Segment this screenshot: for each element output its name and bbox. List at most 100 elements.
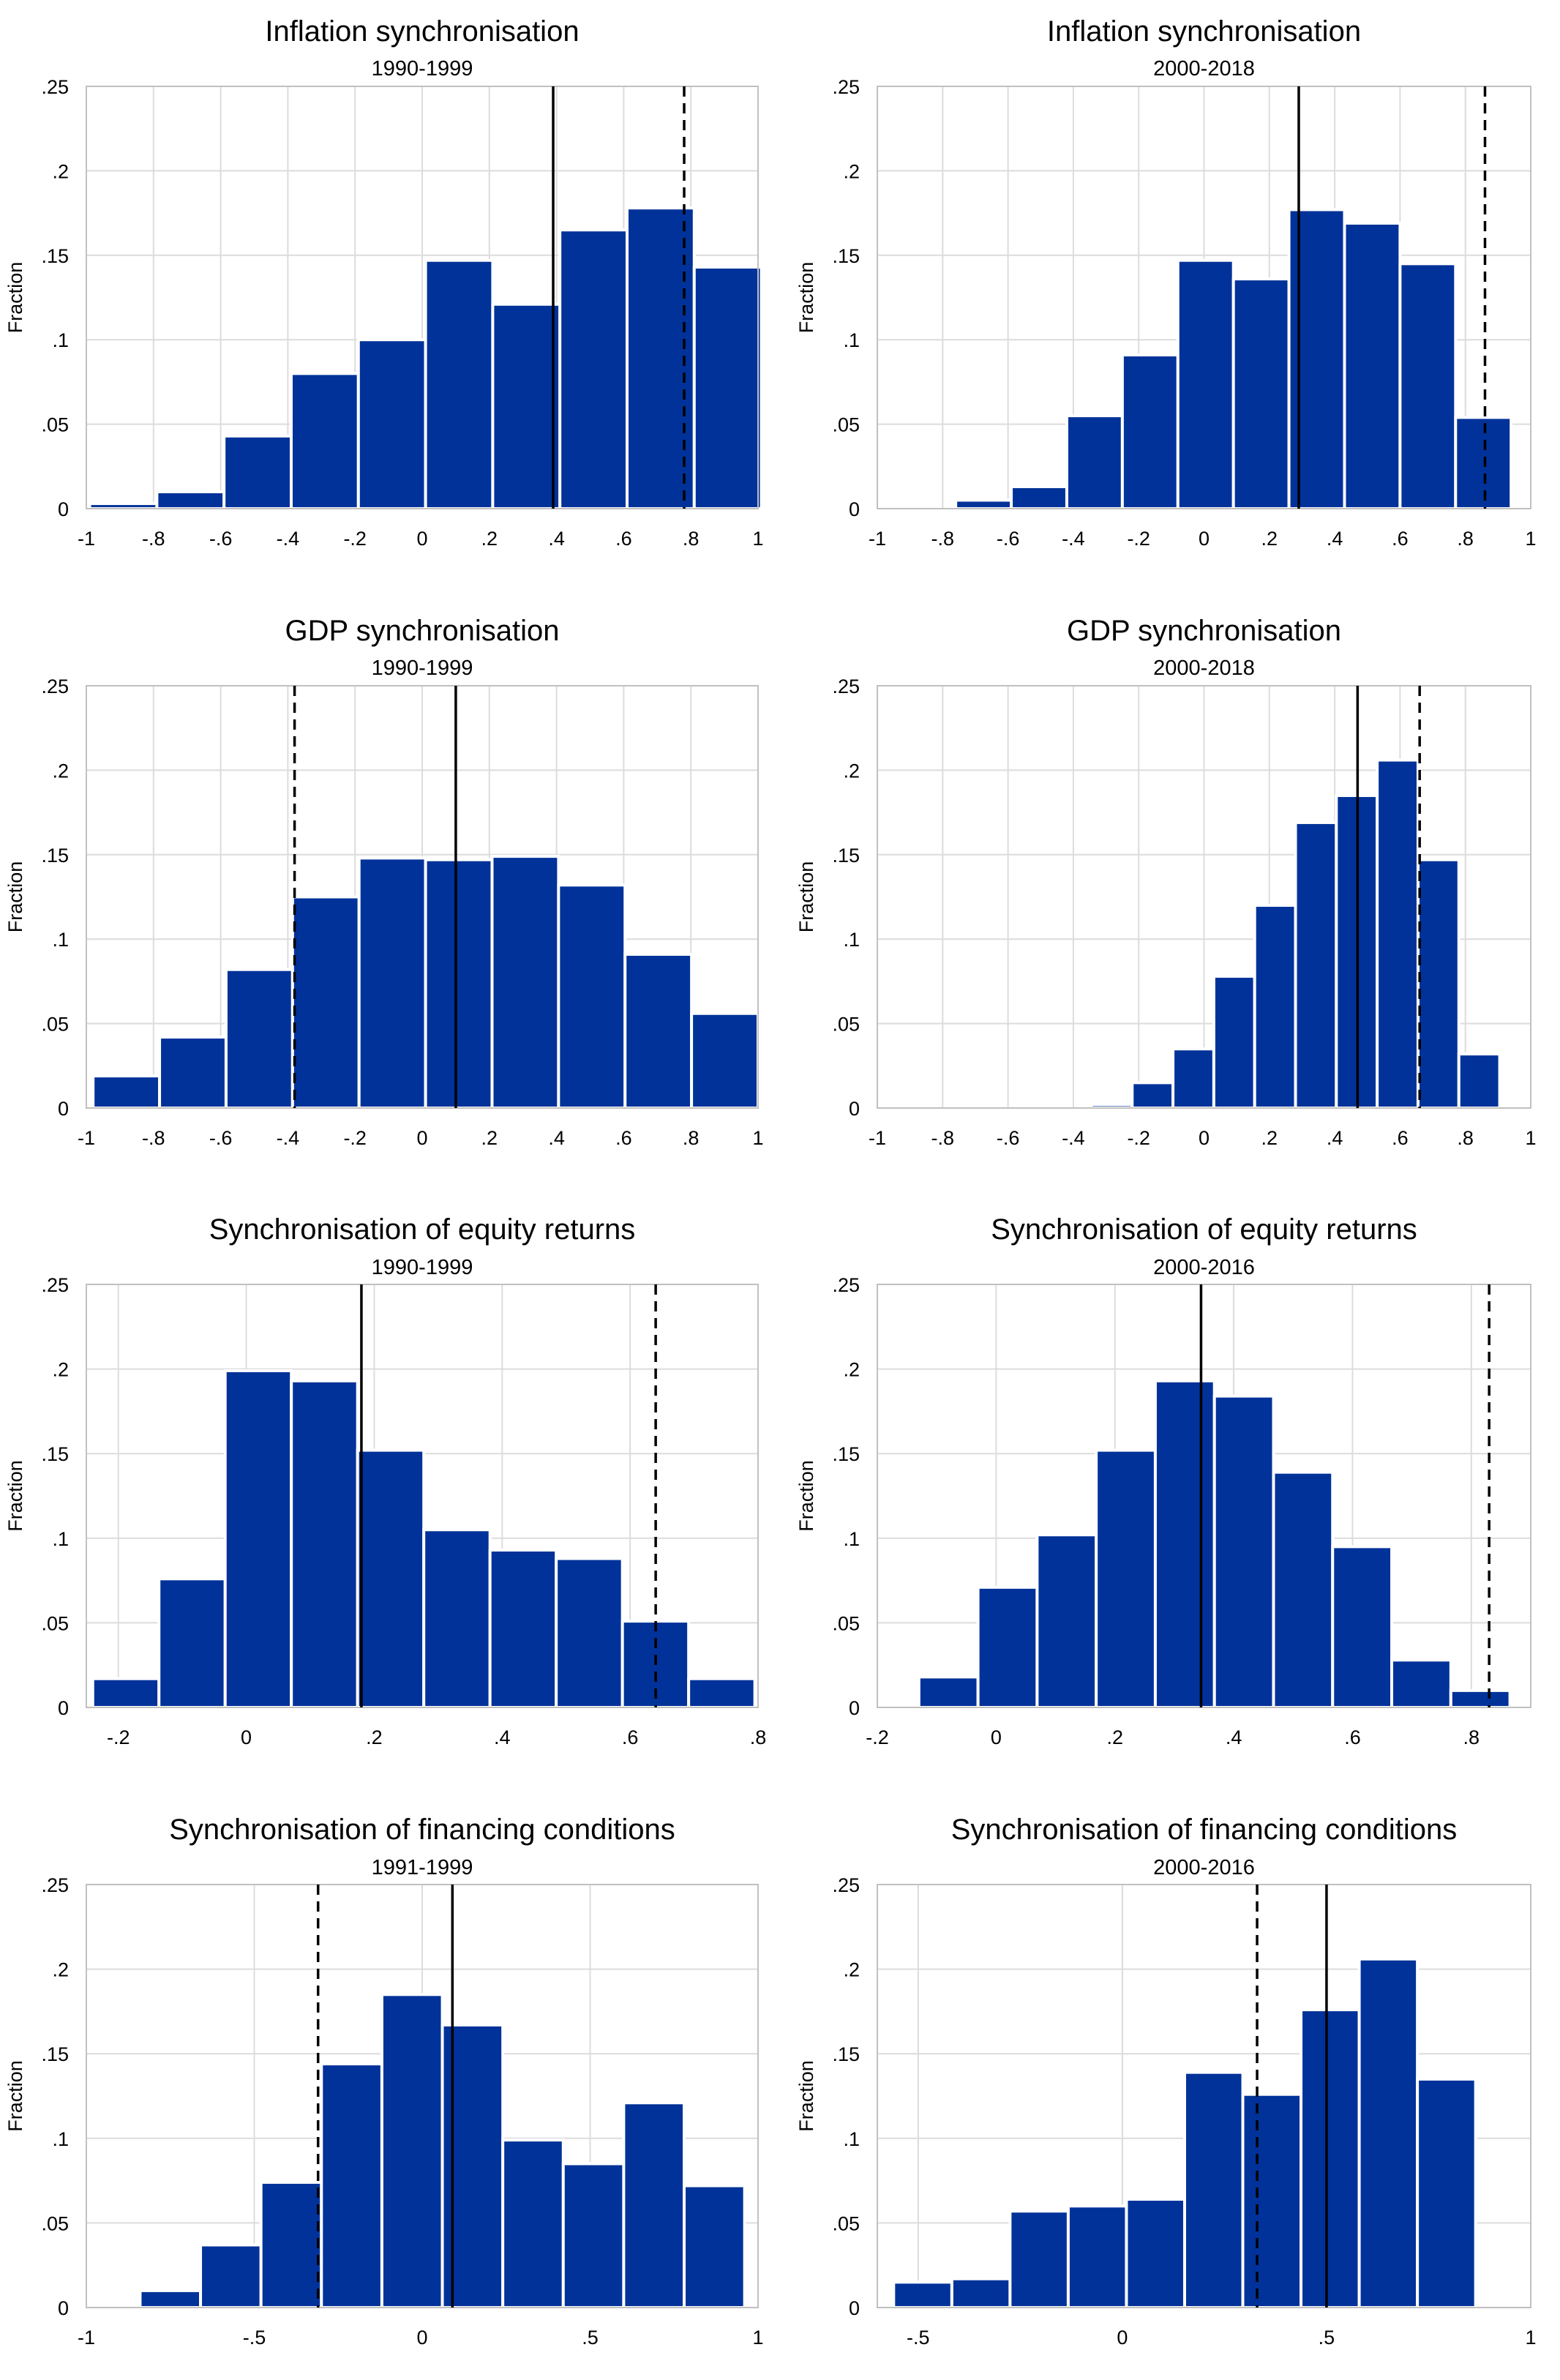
histogram-bar	[1066, 2204, 1128, 2310]
histogram-bar	[380, 1993, 444, 2310]
histogram-bar	[917, 1675, 980, 1710]
x-tick-label: -.8	[931, 528, 955, 550]
histogram-bar	[259, 2180, 323, 2310]
y-tick-label: .15	[832, 245, 860, 267]
plot-frame	[877, 1284, 1531, 1708]
y-tick-label: .1	[52, 2128, 69, 2150]
panel-subtitle: 1991-1999	[372, 1856, 473, 1879]
x-tick-label: .4	[1226, 1726, 1242, 1748]
x-tick-label: 0	[1117, 2327, 1128, 2349]
x-tick-label: .2	[366, 1726, 383, 1748]
x-tick-label: -1	[78, 2327, 95, 2349]
panel-subtitle: 2000-2016	[1153, 1256, 1255, 1279]
panel-title: GDP synchronisation	[1067, 615, 1341, 647]
histogram-bar	[424, 258, 495, 510]
x-tick-label: .2	[481, 528, 498, 550]
y-tick-label: .2	[843, 160, 860, 182]
histogram-bar	[692, 265, 763, 510]
histogram-bar	[224, 968, 294, 1110]
panel-subtitle: 1990-1999	[372, 1256, 473, 1279]
histogram-bar	[501, 2138, 565, 2310]
histogram-bar	[1294, 820, 1338, 1109]
x-tick-label: -.4	[277, 1127, 300, 1149]
y-axis-label: Fraction	[4, 1460, 26, 1532]
x-tick-label: .8	[1463, 1726, 1480, 1748]
histogram-bar	[1331, 1545, 1394, 1710]
x-tick-label: -.2	[343, 528, 367, 550]
histogram-bar	[1449, 1688, 1512, 1709]
x-tick-label: -1	[78, 1127, 95, 1149]
x-tick-label: -.4	[1062, 1127, 1085, 1149]
plot-frame	[86, 1884, 759, 2308]
x-tick-label: -.8	[142, 1127, 165, 1149]
histogram-bar	[561, 2162, 626, 2309]
histogram-bar	[1065, 414, 1124, 510]
histogram-bar	[290, 895, 361, 1109]
x-tick-label: -.2	[107, 1726, 130, 1748]
histogram-bar	[199, 2243, 263, 2310]
x-tick-label: -.2	[343, 1127, 367, 1149]
histogram-bar	[1398, 262, 1458, 510]
x-tick-label: .5	[1319, 2327, 1335, 2349]
histogram-bar	[289, 372, 360, 510]
y-tick-label: .05	[832, 414, 860, 436]
panel-subtitle: 2000-2018	[1153, 656, 1255, 680]
x-tick-label: .6	[1392, 1127, 1409, 1149]
x-tick-label: 1	[752, 1127, 763, 1149]
y-tick-label: .25	[41, 1874, 69, 1896]
y-tick-label: .1	[52, 329, 69, 351]
histogram-bar	[1153, 1379, 1216, 1710]
plot-frame	[877, 685, 1531, 1109]
panel-title: GDP synchronisation	[285, 615, 560, 647]
histogram-bar	[422, 1528, 492, 1709]
y-tick-label: .2	[52, 1359, 69, 1381]
histogram-bar	[954, 498, 1013, 511]
histogram-bar	[557, 883, 627, 1109]
y-tick-label: .1	[843, 329, 860, 351]
x-tick-label: 1	[1525, 528, 1536, 550]
histogram-bar	[950, 2277, 1012, 2310]
y-tick-label: .15	[41, 2043, 69, 2065]
y-tick-label: .25	[41, 76, 69, 98]
panel-title: Inflation synchronisation	[1047, 15, 1361, 48]
x-tick-label: -1	[869, 528, 886, 550]
histogram-panel-8: Synchronisation of financing conditions 2…	[795, 1814, 1537, 2349]
x-tick-label: 1	[1525, 1127, 1536, 1149]
histogram-bar	[1287, 208, 1346, 510]
y-tick-label: .2	[843, 1359, 860, 1381]
y-tick-label: .25	[832, 1874, 860, 1896]
histogram-bar	[1182, 2070, 1245, 2310]
x-tick-label: .6	[1392, 528, 1409, 550]
x-tick-label: -.8	[142, 528, 165, 550]
histogram-bar	[1231, 277, 1291, 510]
y-tick-label: .05	[832, 1612, 860, 1634]
histogram-bar	[91, 1074, 162, 1109]
histogram-bar	[1457, 1052, 1501, 1110]
y-tick-label: .2	[52, 1959, 69, 1981]
plot-frame	[877, 86, 1531, 509]
histogram-bar	[1095, 1448, 1157, 1710]
x-tick-label: .5	[582, 2327, 599, 2349]
histogram-bar	[558, 228, 629, 510]
x-tick-label: 0	[416, 1127, 427, 1149]
histogram-bar	[1390, 1658, 1452, 1709]
histogram-bar	[357, 856, 427, 1110]
x-tick-label: -1	[78, 528, 95, 550]
panel-title: Synchronisation of equity returns	[209, 1213, 636, 1246]
histogram-bar	[1272, 1470, 1335, 1709]
histogram-bar	[88, 502, 159, 510]
y-axis-label: Fraction	[4, 861, 26, 933]
y-axis-label: Fraction	[795, 1460, 817, 1532]
y-tick-label: .1	[843, 929, 860, 951]
histogram-bar	[1212, 974, 1256, 1109]
y-tick-label: .15	[832, 1443, 860, 1465]
histogram-bar	[1416, 858, 1460, 1109]
histogram-bar	[356, 1448, 426, 1710]
histogram-bar	[1357, 1957, 1420, 2310]
histogram-bar	[1176, 258, 1235, 510]
x-tick-label: .8	[683, 528, 700, 550]
x-tick-label: 0	[416, 2327, 427, 2349]
x-tick-label: 0	[416, 528, 427, 550]
y-tick-label: 0	[849, 2297, 860, 2319]
